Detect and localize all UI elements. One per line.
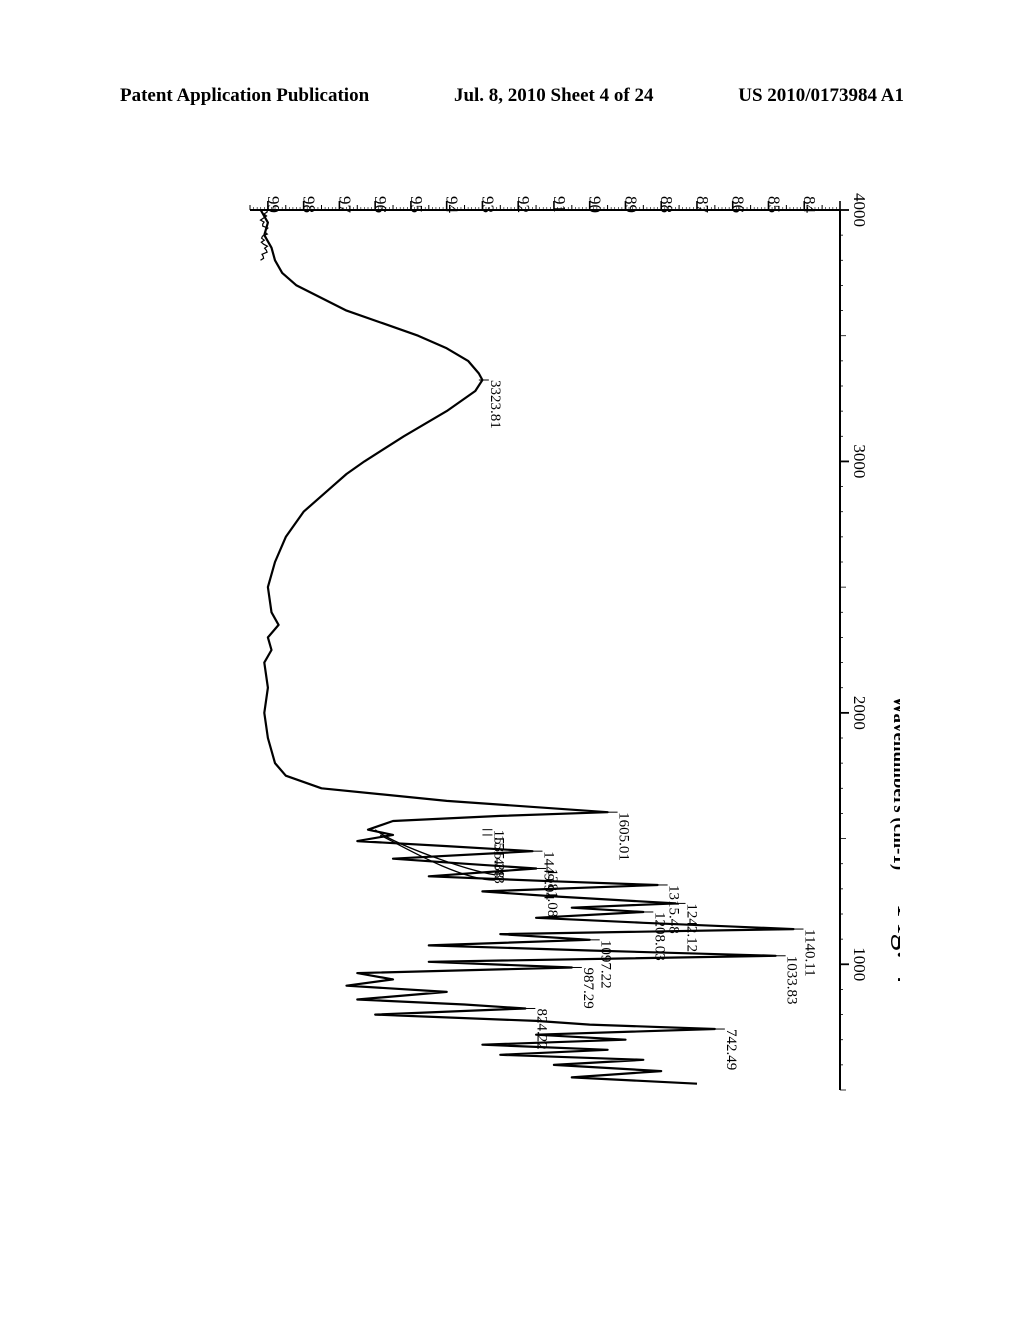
svg-text:1097.22: 1097.22 xyxy=(598,940,614,989)
svg-text:86: 86 xyxy=(729,196,748,213)
svg-text:89: 89 xyxy=(621,196,640,213)
header-center: Jul. 8, 2010 Sheet 4 of 24 xyxy=(454,85,654,107)
svg-text:90: 90 xyxy=(586,196,605,213)
svg-text:2000: 2000 xyxy=(850,696,869,730)
svg-text:1033.83: 1033.83 xyxy=(784,956,800,1005)
svg-text:1381.08: 1381.08 xyxy=(544,868,560,917)
svg-text:96: 96 xyxy=(371,196,390,213)
svg-text:3000: 3000 xyxy=(850,444,869,478)
page-header: Patent Application Publication Jul. 8, 2… xyxy=(120,85,904,107)
svg-text:824.22: 824.22 xyxy=(533,1008,549,1049)
svg-text:94: 94 xyxy=(443,196,462,214)
svg-text:1208.03: 1208.03 xyxy=(651,912,667,961)
svg-text:97: 97 xyxy=(335,196,354,214)
ir-spectrum-chart: 84858687888990919293949596979899% T40003… xyxy=(120,170,900,1210)
svg-text:1000: 1000 xyxy=(850,947,869,981)
svg-text:95: 95 xyxy=(407,196,426,213)
svg-text:85: 85 xyxy=(764,196,783,213)
header-left: Patent Application Publication xyxy=(120,85,369,107)
svg-text:1514.43: 1514.43 xyxy=(490,835,506,884)
svg-text:98: 98 xyxy=(300,196,319,213)
header-right: US 2010/0173984 A1 xyxy=(738,85,904,107)
svg-text:1242.12: 1242.12 xyxy=(684,903,700,952)
svg-text:1605.01: 1605.01 xyxy=(616,812,632,861)
svg-text:Fig. 4: Fig. 4 xyxy=(890,905,900,984)
svg-text:93: 93 xyxy=(478,196,497,213)
svg-text:3323.81: 3323.81 xyxy=(487,380,503,429)
chart-svg: 84858687888990919293949596979899% T40003… xyxy=(120,170,900,1210)
svg-text:91: 91 xyxy=(550,196,569,213)
svg-text:92: 92 xyxy=(514,196,533,213)
svg-text:4000: 4000 xyxy=(850,193,869,227)
svg-text:742.49: 742.49 xyxy=(723,1029,739,1070)
svg-text:88: 88 xyxy=(657,196,676,213)
svg-text:Wavenumbers (cm-1): Wavenumbers (cm-1) xyxy=(889,696,900,871)
svg-text:84: 84 xyxy=(800,196,819,214)
svg-text:1140.11: 1140.11 xyxy=(802,929,818,977)
svg-text:87: 87 xyxy=(693,196,712,214)
svg-text:% T: % T xyxy=(527,170,563,171)
svg-text:987.29: 987.29 xyxy=(580,967,596,1008)
